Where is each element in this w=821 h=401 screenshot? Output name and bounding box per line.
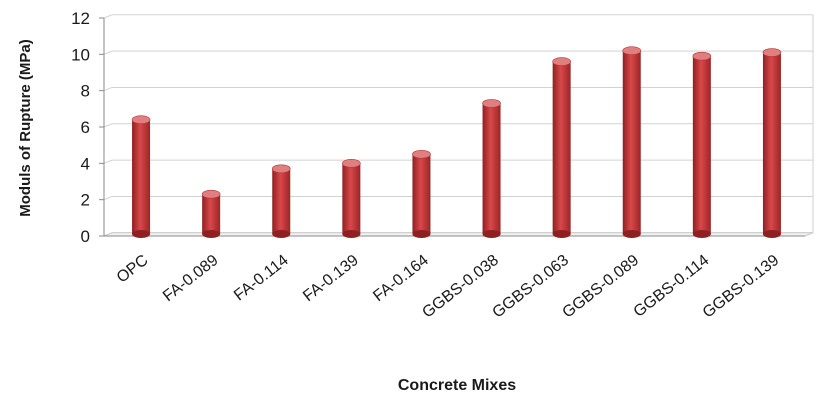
bar-top [342, 159, 361, 168]
bar-base [272, 230, 291, 238]
bar [482, 99, 501, 238]
y-tick-label: 6 [81, 118, 90, 137]
gridline-side [103, 87, 113, 92]
bar-top [692, 51, 712, 61]
bar-top [131, 115, 151, 125]
bar [762, 48, 782, 238]
bar [201, 189, 221, 238]
bar-top [412, 149, 431, 159]
gridline-side [103, 159, 113, 164]
y-tick-label: 10 [71, 45, 90, 64]
bar-top [622, 46, 642, 56]
y-tick-label: 8 [81, 82, 90, 101]
bar-base [342, 230, 361, 238]
bar-base [132, 230, 151, 238]
x-tick-label: FA-0.114 [231, 252, 292, 305]
bar-top [762, 48, 782, 57]
x-tick-label: GGBS-0.114 [631, 252, 713, 321]
bar-base [482, 230, 501, 238]
bar-base [552, 230, 571, 238]
bar-body [482, 103, 501, 234]
x-axis-title: Concrete Mixes [398, 377, 516, 394]
gridline-side [103, 123, 113, 128]
axes [99, 17, 805, 237]
bars [131, 46, 782, 238]
gridline-side [103, 50, 113, 55]
bar-base [692, 230, 711, 238]
x-tick-label: GGBS-0.038 [419, 252, 502, 322]
bar [342, 159, 361, 238]
x-tick-label: OPC [114, 252, 152, 287]
y-tick-label: 2 [81, 191, 90, 210]
x-tick-label: GGBS-0.089 [560, 252, 643, 322]
bar [552, 57, 571, 238]
x-tick-label: GGBS-0.063 [489, 252, 572, 322]
x-tick-label: FA-0.164 [370, 252, 432, 305]
bar-body [342, 163, 361, 234]
bar-body [132, 119, 151, 234]
bar-body [272, 168, 291, 234]
y-tick-label: 0 [81, 227, 90, 246]
bar-body [552, 61, 571, 234]
x-tick-label: GGBS-0.139 [700, 252, 783, 322]
bar-body [202, 194, 221, 234]
x-tick-label: FA-0.089 [160, 252, 222, 305]
bar-base [762, 230, 781, 238]
y-tick-label: 12 [71, 9, 90, 28]
bar [622, 46, 642, 238]
bar-top [482, 99, 501, 108]
bar-top [271, 164, 291, 174]
bar-top [201, 189, 221, 199]
bar [412, 149, 431, 238]
gridline-side [103, 196, 113, 201]
y-axis-title: Moduls of Rupture (MPa) [17, 39, 34, 216]
bar-body [692, 56, 711, 235]
bar-body [412, 154, 431, 234]
y-tick-label: 4 [81, 154, 90, 173]
bar-base [622, 230, 641, 238]
bar-base [202, 230, 221, 238]
bar-top [552, 57, 571, 66]
bar [692, 51, 712, 238]
bar [271, 164, 291, 238]
bar-base [412, 230, 431, 238]
bar-body [762, 52, 781, 235]
bar [131, 115, 151, 238]
gridline-side [103, 14, 113, 19]
bar-body [622, 50, 641, 235]
x-tick-label: FA-0.139 [300, 252, 362, 305]
